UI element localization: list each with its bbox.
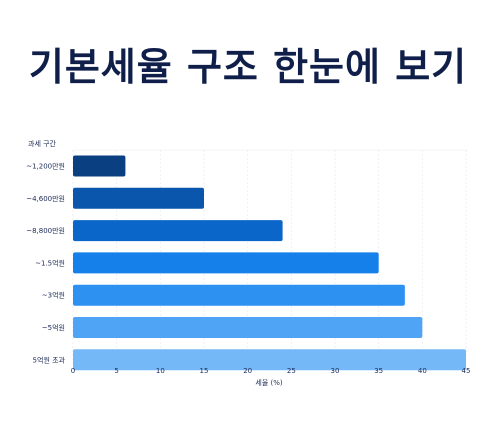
bar-4 — [73, 284, 405, 306]
bar-6 — [73, 349, 466, 371]
x-tick-label-0: 0 — [71, 367, 75, 375]
x-tick-label-9: 45 — [462, 367, 471, 375]
y-tick-label-5: ~5억원 — [42, 323, 65, 332]
bar-5 — [73, 317, 423, 338]
bar-0 — [73, 155, 126, 177]
y-tick-label-4: ~3억원 — [42, 291, 65, 300]
y-tick-label-3: ~1.5억원 — [35, 258, 65, 267]
x-axis-label: 세율 (%) — [255, 378, 282, 387]
x-tick-label-1: 5 — [114, 367, 118, 375]
y-tick-label-2: ~8,800만원 — [26, 226, 65, 235]
x-tick-label-5: 25 — [287, 367, 296, 375]
y-tick-label-0: ~1,200만원 — [26, 162, 65, 171]
x-tick-label-8: 40 — [418, 367, 427, 375]
bar-2 — [73, 220, 283, 242]
y-axis-label: 과세 구간 — [28, 139, 57, 148]
bar-1 — [73, 187, 204, 209]
page-title: 기본세율 구조 한눈에 보기 — [28, 45, 468, 89]
y-tick-label-6: 5억원 초과 — [33, 355, 66, 364]
x-tick-label-4: 20 — [243, 367, 252, 375]
y-tick-label-1: ~4,600만원 — [26, 194, 65, 203]
bar-3 — [73, 252, 379, 274]
x-tick-label-2: 10 — [156, 367, 165, 375]
x-tick-label-3: 15 — [200, 367, 209, 375]
x-tick-label-6: 30 — [331, 367, 340, 375]
x-tick-label-7: 35 — [374, 367, 383, 375]
